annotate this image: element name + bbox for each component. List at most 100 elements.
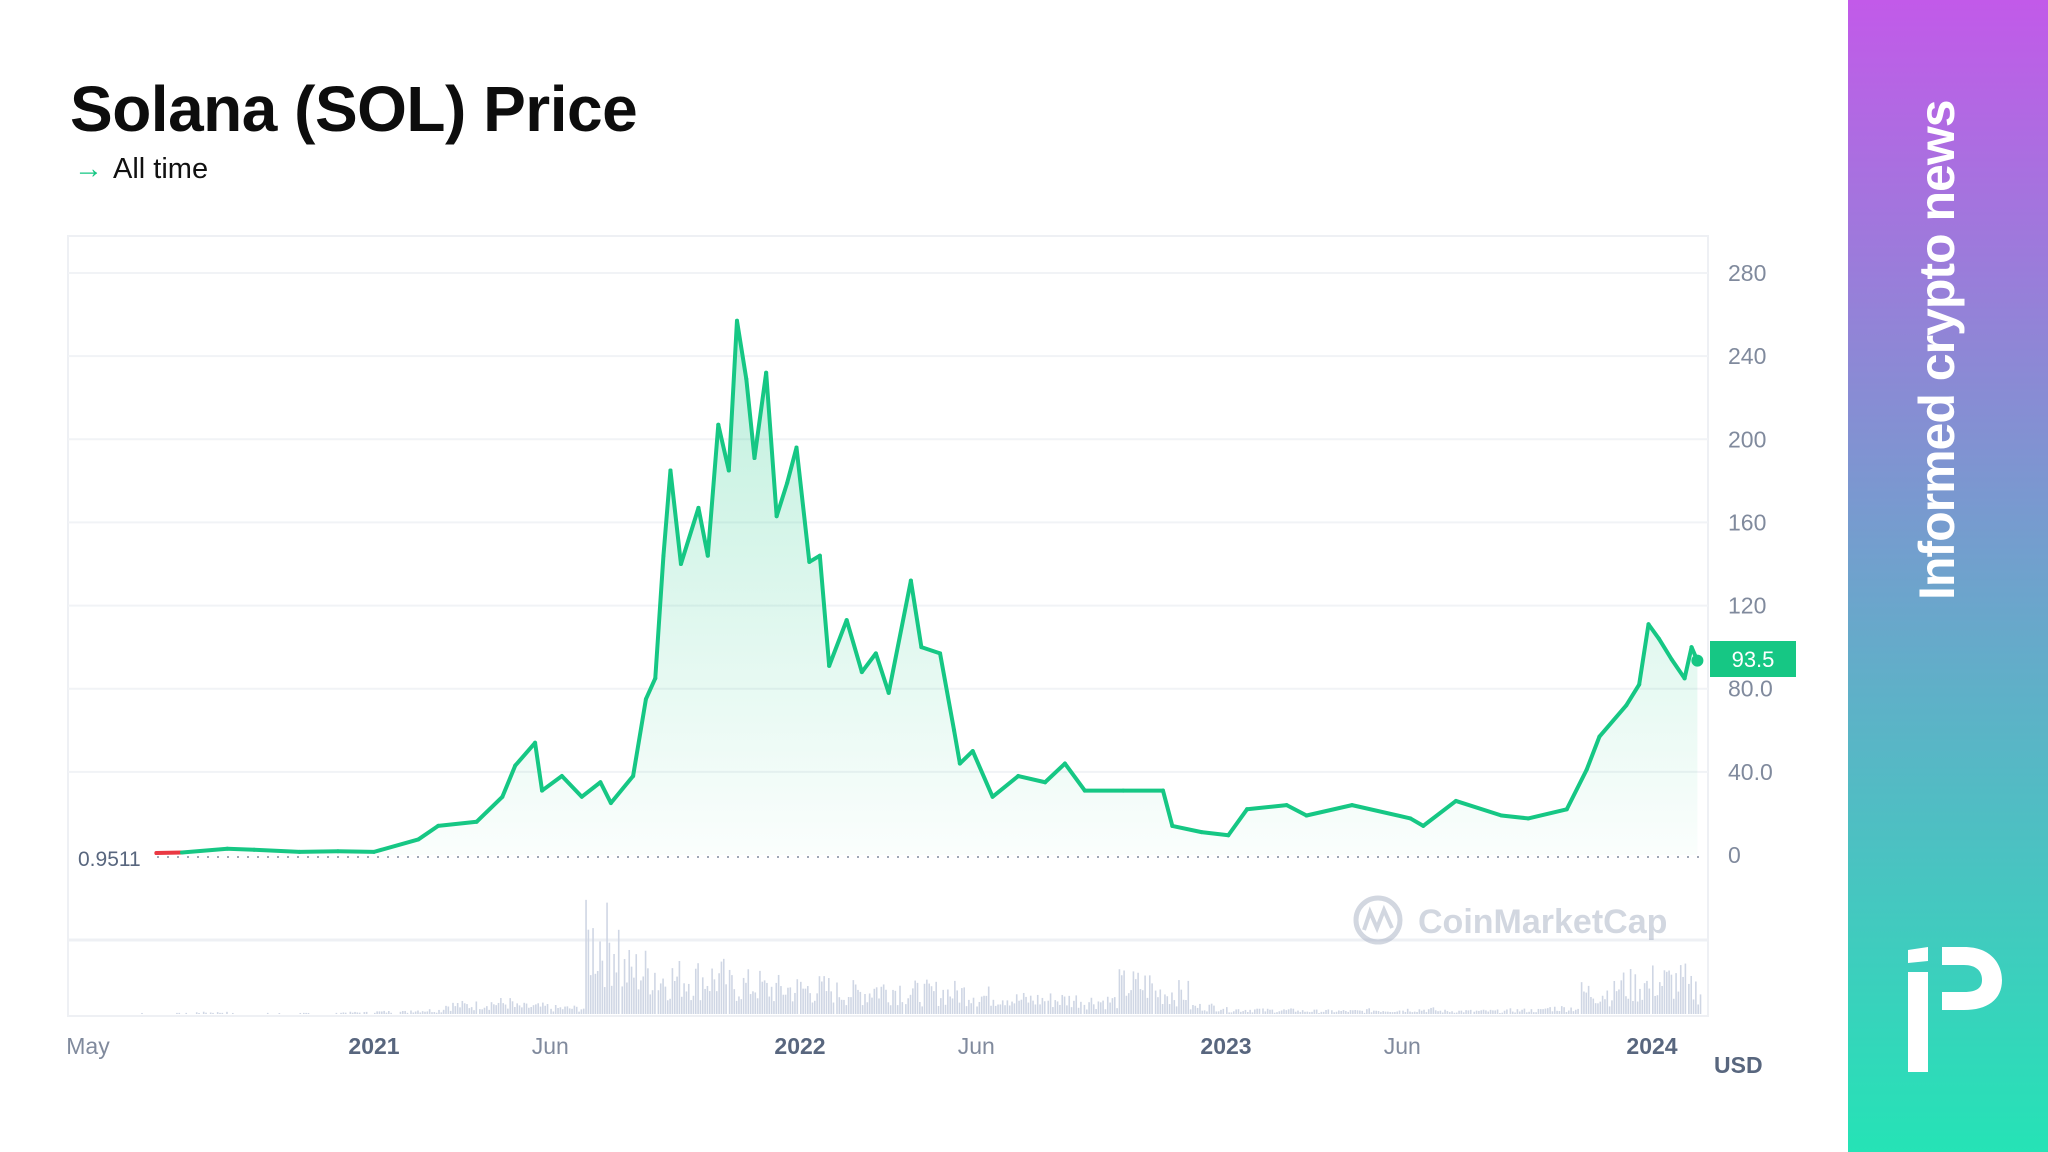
volume-bar [1556, 1010, 1558, 1014]
price-line-segment [873, 651, 891, 695]
volume-bar [1070, 1007, 1073, 1014]
volume-bar [1572, 1011, 1575, 1014]
volume-bar [1130, 990, 1132, 1014]
volume-bar [1604, 999, 1606, 1014]
volume-bar [561, 1009, 564, 1014]
volume-bar [921, 1006, 923, 1014]
volume-bar [687, 983, 690, 1014]
volume-bar [754, 992, 757, 1014]
volume-bar [1032, 1000, 1034, 1014]
volume-bar [954, 980, 956, 1014]
volume-bar [1430, 1007, 1432, 1014]
volume-bar [671, 968, 674, 1014]
volume-bar [209, 1012, 212, 1014]
volume-bar [1325, 1010, 1327, 1014]
price-line-segment [952, 728, 962, 766]
volume-bar [1088, 1002, 1090, 1014]
volume-bar [1402, 1010, 1404, 1014]
volume-bar [1537, 1008, 1540, 1014]
volume-bar [596, 970, 599, 1014]
volume-bar [1254, 1009, 1256, 1014]
volume-bar [1029, 995, 1032, 1014]
volume-bar [1043, 1001, 1046, 1014]
volume-bar [1027, 1002, 1030, 1014]
price-line-segment [540, 774, 564, 793]
price-line-segment [1564, 767, 1589, 812]
volume-bar [630, 966, 633, 1014]
volume-bar [1151, 983, 1153, 1014]
volume-bar [1178, 980, 1180, 1014]
volume-bar [1375, 1010, 1377, 1014]
price-line-segment [827, 618, 849, 668]
volume-bar [887, 1002, 890, 1014]
volume-bar [447, 1006, 450, 1014]
volume-bar [923, 983, 926, 1014]
volume-bar [761, 981, 764, 1014]
volume-bar [1036, 994, 1039, 1014]
volume-bar [212, 1012, 214, 1014]
volume-bar [1692, 999, 1695, 1014]
volume-bar [582, 1008, 585, 1014]
volume-bar [787, 987, 789, 1014]
volume-bar [1106, 996, 1109, 1014]
page-title: Solana (SOL) Price [70, 73, 638, 145]
volume-bar [926, 979, 928, 1014]
volume-bar [651, 990, 654, 1014]
volume-bar [722, 958, 725, 1014]
volume-bar [344, 1012, 347, 1014]
volume-bar [711, 968, 713, 1014]
current-price-label: 93.5 [1732, 647, 1775, 672]
volume-bar [1266, 1008, 1269, 1014]
volume-bar [738, 996, 740, 1014]
volume-bar [680, 996, 683, 1014]
volume-bar [690, 1000, 692, 1014]
volume-bar [1226, 1007, 1228, 1014]
volume-bar [1690, 975, 1693, 1014]
volume-bar [987, 986, 990, 1014]
volume-bar [789, 987, 792, 1014]
volume-bar [720, 961, 723, 1014]
volume-bar [550, 1008, 552, 1014]
volume-bar [1413, 1011, 1416, 1014]
volume-bar [958, 1002, 961, 1014]
price-line-segment [752, 370, 769, 460]
volume-bar [745, 982, 747, 1014]
price-line-segment [653, 553, 666, 681]
x-tick-label: Jun [1384, 1033, 1421, 1059]
volume-bar [832, 1002, 835, 1014]
price-line-segment [1646, 622, 1661, 641]
volume-bar [669, 998, 671, 1014]
volume-bar [421, 1011, 424, 1014]
volume-bar [678, 960, 681, 1014]
volume-bar [1054, 1000, 1057, 1014]
volume-bar [905, 1004, 907, 1014]
price-line-segment [1043, 761, 1067, 785]
x-tick-label: 2021 [348, 1033, 399, 1059]
volume-bar [930, 986, 933, 1014]
volume-bar [571, 1008, 573, 1014]
price-line-segment [154, 850, 184, 856]
price-line-segment [696, 505, 710, 558]
price-line-segment [225, 846, 257, 852]
currency-label: USD [1714, 1052, 1763, 1078]
volume-bar [1345, 1010, 1347, 1014]
volume-bar [1363, 1012, 1366, 1014]
volume-bar [1494, 1010, 1497, 1014]
volume-bar [521, 1007, 523, 1014]
volume-bar [768, 996, 771, 1014]
volume-bar [546, 1004, 549, 1014]
volume-bar [404, 1010, 406, 1014]
volume-bar [1308, 1012, 1311, 1014]
y-tick-label: 120 [1728, 593, 1766, 619]
volume-bar [1501, 1012, 1504, 1014]
volume-bar [1132, 971, 1135, 1014]
volume-bar [1315, 1009, 1318, 1014]
volume-bar [1615, 991, 1618, 1014]
volume-bar [1553, 1006, 1556, 1014]
volume-bar [1109, 1002, 1111, 1014]
volume-bar [1080, 1001, 1082, 1014]
volume-bar [1146, 997, 1149, 1014]
volume-bar [780, 986, 782, 1014]
time-range-text: All time [113, 153, 209, 185]
volume-bar [399, 1011, 402, 1014]
